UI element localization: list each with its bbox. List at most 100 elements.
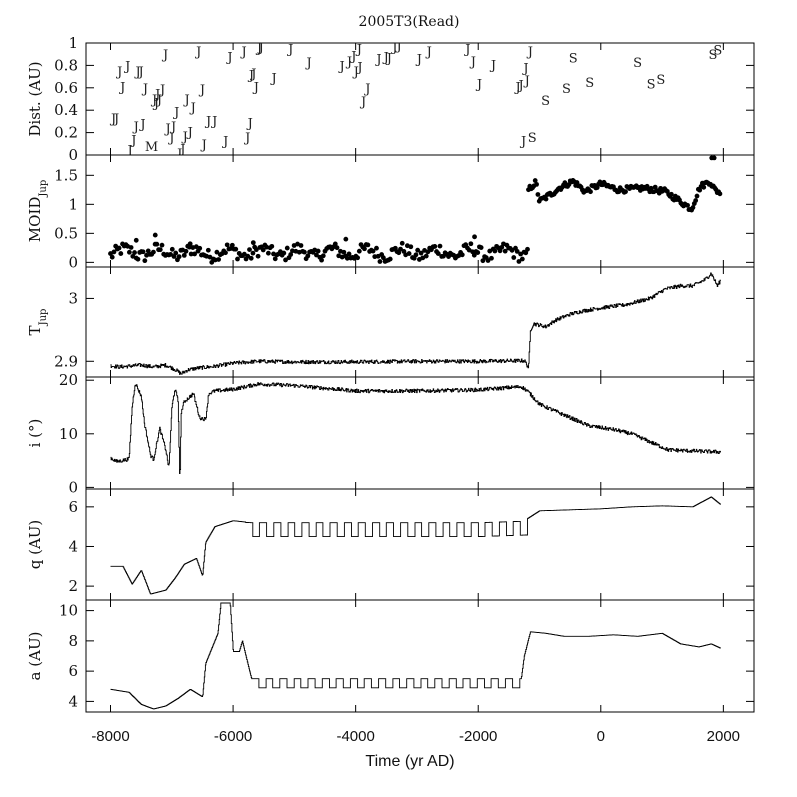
point-label: J — [363, 82, 370, 97]
data-point — [543, 196, 549, 202]
point-label: J — [240, 45, 247, 60]
x-axis-label: Time (yr AD) — [365, 753, 454, 770]
point-label: J — [349, 49, 356, 64]
point-label: J — [374, 53, 381, 68]
data-point — [399, 240, 405, 246]
data-point — [247, 247, 252, 252]
x-tick-label: -4000 — [336, 728, 374, 745]
data-point — [135, 256, 141, 262]
point-label: J — [519, 134, 526, 149]
data-point — [485, 258, 491, 263]
y-tick-label: 6 — [68, 498, 78, 516]
data-point — [224, 242, 230, 248]
data-point — [248, 255, 254, 261]
x-axis: -8000 -6000 -4000 -2000 0 2000 — [91, 728, 740, 745]
data-point — [362, 246, 367, 252]
data-point — [697, 187, 703, 193]
point-label: J — [385, 52, 392, 67]
data-point — [229, 242, 235, 248]
point-label: J — [132, 120, 139, 135]
point-label: J — [137, 65, 144, 80]
data-point — [502, 248, 508, 254]
data-point — [173, 250, 179, 256]
point-label: J — [198, 83, 205, 98]
data-point — [319, 257, 324, 263]
data-point — [396, 250, 402, 256]
data-point — [511, 255, 517, 260]
point-label: J — [169, 120, 176, 135]
data-point — [320, 253, 326, 259]
data-point — [717, 191, 723, 197]
point-label: J — [161, 48, 168, 63]
point-label: S — [541, 94, 550, 109]
data-point — [380, 255, 386, 261]
point-label: S — [569, 52, 578, 67]
point-label: J — [112, 112, 119, 127]
data-point — [183, 248, 189, 254]
y-tick-label: 2.9 — [54, 352, 78, 370]
data-point — [133, 237, 139, 243]
data-point — [690, 205, 696, 210]
x-tick-label: -8000 — [91, 728, 129, 745]
data-point — [532, 178, 538, 183]
point-label: J — [133, 65, 140, 80]
chart-title: 2005T3(Read) — [359, 14, 460, 30]
data-point — [192, 251, 197, 257]
data-point — [116, 245, 122, 251]
data-point — [216, 257, 222, 262]
point-label: J — [521, 62, 528, 77]
data-point — [343, 236, 349, 242]
point-label: J — [167, 131, 174, 146]
data-point — [305, 253, 311, 259]
y-tick-label: 0.8 — [54, 56, 78, 74]
data-point — [415, 247, 421, 253]
data-point — [588, 189, 593, 195]
y-tick-label: 10 — [59, 602, 78, 620]
data-point — [126, 249, 132, 255]
data-point — [425, 249, 431, 255]
data-point — [701, 184, 707, 190]
point-label: S — [528, 131, 537, 146]
panel-frame — [85, 266, 755, 378]
data-point — [685, 202, 690, 208]
data-point — [140, 249, 146, 255]
data-point — [269, 243, 275, 249]
point-label: J — [352, 65, 359, 80]
panel-a: 4 6 8 10 a (AU) — [26, 599, 755, 713]
data-point — [118, 251, 124, 256]
data-point — [132, 250, 137, 255]
y-tick-label: 0.6 — [54, 79, 78, 97]
y-tick-label: 3 — [68, 289, 78, 307]
point-label: J — [270, 72, 277, 87]
point-label: J — [345, 55, 352, 70]
y-tick-label: 2 — [68, 577, 78, 595]
point-label: J — [247, 68, 254, 83]
point-label: J — [249, 67, 256, 82]
point-label: J — [425, 45, 432, 60]
point-label: S — [562, 82, 571, 97]
point-label: J — [395, 39, 402, 54]
x-tick-label: 0 — [597, 728, 605, 745]
y-axis-label: i (°) — [26, 419, 44, 448]
data-point — [159, 242, 165, 248]
data-point — [525, 246, 530, 252]
data-point — [245, 253, 251, 259]
point-label: J — [255, 41, 262, 56]
data-point — [406, 251, 412, 256]
data-point — [432, 244, 438, 249]
point-label: J — [183, 93, 190, 108]
y-tick-label: 6 — [68, 662, 78, 680]
point-label: J — [475, 77, 482, 92]
panel-tjup: 2.9 3 TJup — [26, 266, 755, 378]
data-point — [398, 246, 403, 252]
data-point — [341, 249, 347, 255]
y-axis-label: a (AU) — [26, 632, 44, 681]
data-point — [281, 250, 287, 256]
point-label: J — [129, 133, 136, 148]
point-label: J — [109, 112, 116, 127]
panel-moid: 0 0.5 1 1.5 MOIDJup — [26, 154, 755, 271]
data-point — [623, 189, 628, 195]
point-label: J — [415, 53, 422, 68]
point-label: J — [189, 101, 196, 116]
